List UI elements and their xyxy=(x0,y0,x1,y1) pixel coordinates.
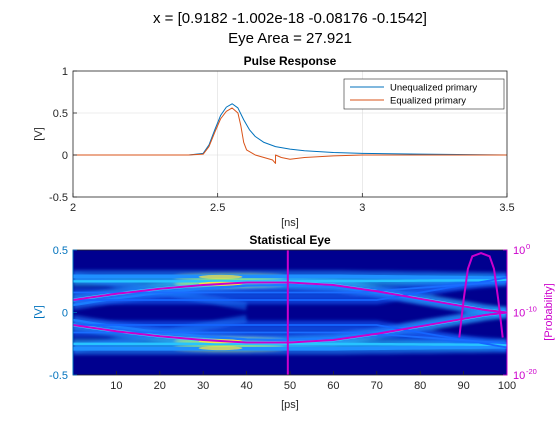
eye-trace xyxy=(73,331,507,345)
unequalized-primary-line xyxy=(73,103,507,156)
eye-title: Statistical Eye xyxy=(249,233,331,247)
eye-xtick-label: 40 xyxy=(240,380,252,392)
pulse-xtick-label: 3.5 xyxy=(499,202,514,214)
pulse-legend: Unequalized primary Equalized primary xyxy=(343,78,505,110)
pulse-xlabel: [ns] xyxy=(281,217,299,229)
eye-xtick-label: 30 xyxy=(197,380,209,392)
eye-contour-lower xyxy=(73,311,507,344)
eye-xtick-label: 20 xyxy=(154,380,166,392)
eye-contour-upper xyxy=(73,281,507,314)
statistical-eye-chart: 10 20 30 40 50 60 70 80 90 100-0.500.5 10 010 -1010-… xyxy=(33,233,555,411)
eye-trace xyxy=(73,276,507,301)
legend-box xyxy=(343,78,505,110)
eye-y2tick-label: 10 xyxy=(513,245,525,257)
pulse-ylabel: [V] xyxy=(33,127,45,140)
pulse-ytick-label: 1 xyxy=(62,66,68,78)
pulse-ticks: 2 2.5 3 3.5 -0.5 0 0.5 1 xyxy=(49,66,515,214)
pulse-ytick-label: 0 xyxy=(62,150,68,162)
eye-bathtub-curve xyxy=(458,252,504,338)
eye-xlabel: [ps] xyxy=(281,399,299,411)
eye-ylabel: [V] xyxy=(33,305,45,318)
eye-xtick-label: 70 xyxy=(371,380,383,392)
pulse-response-chart: 2 2.5 3 3.5 -0.5 0 0.5 1 Pulse Response [ns] [V… xyxy=(33,54,515,229)
legend-label-unequalized: Unequalized primary xyxy=(390,83,477,94)
pulse-xtick-label: 2 xyxy=(70,202,76,214)
eye-overlays xyxy=(73,250,507,375)
equalized-primary-line xyxy=(73,107,507,164)
legend-label-equalized: Equalized primary xyxy=(390,96,466,107)
figure-title-line1: x = [0.9182 -1.002e-18 -0.08176 -0.1542] xyxy=(153,10,427,27)
eye-xtick-label: 60 xyxy=(327,380,339,392)
figure-title-line2: Eye Area = 27.921 xyxy=(228,30,352,47)
pulse-ytick-label: -0.5 xyxy=(49,192,68,204)
eye-trace xyxy=(73,274,507,281)
pulse-ytick-label: 0.5 xyxy=(53,108,68,120)
eye-y2tick-exponent: 0 xyxy=(526,242,530,251)
eye-xtick-label: 80 xyxy=(414,380,426,392)
eye-ytick-label: 0.5 xyxy=(53,245,68,257)
eye-density-peak xyxy=(198,274,243,279)
eye-xtick-label: 10 xyxy=(110,380,122,392)
eye-y2tick-exponent: -20 xyxy=(526,367,537,376)
eye-y2tick-exponent: -10 xyxy=(526,305,537,314)
eye-plot-area xyxy=(73,250,507,375)
pulse-axes-box xyxy=(72,70,508,198)
eye-ytick-label: 0 xyxy=(62,308,68,320)
pulse-xtick-label: 2.5 xyxy=(210,202,225,214)
eye-y2tick-label: 10 xyxy=(513,370,525,382)
eye-ticks: 10 20 30 40 50 60 70 80 90 100-0.500.5 10 010 -1010-… xyxy=(49,242,537,392)
eye-y2label: [Probability] xyxy=(543,283,555,340)
eye-density-peak xyxy=(198,346,243,351)
eye-trace xyxy=(73,280,507,294)
pulse-title: Pulse Response xyxy=(244,54,337,68)
pulse-series-lines xyxy=(73,103,507,164)
eye-trace xyxy=(73,344,507,351)
eye-xtick-label: 90 xyxy=(457,380,469,392)
pulse-xtick-label: 3 xyxy=(359,202,365,214)
eye-xtick-label: 100 xyxy=(498,380,516,392)
eye-y2tick-label: 10 xyxy=(513,308,525,320)
eye-ytick-label: -0.5 xyxy=(49,370,68,382)
eye-trace xyxy=(73,324,507,349)
eye-xtick-label: 50 xyxy=(284,380,296,392)
